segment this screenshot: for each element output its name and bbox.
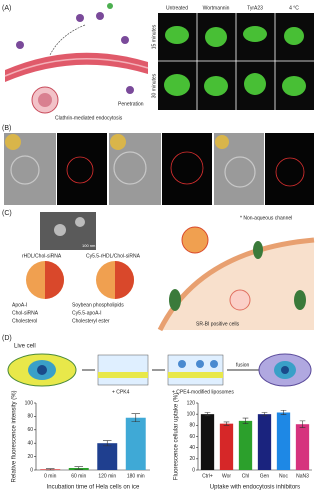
legend-entry: Cholesterol (12, 318, 37, 324)
y-tick-label: 40 (27, 441, 33, 447)
bar (238, 420, 253, 470)
schematic-label: Clathrin-mediated endocytosis (55, 115, 123, 121)
bar (200, 414, 215, 470)
y-tick-label: 20 (189, 456, 195, 462)
scale-bar-label: 100 nm (82, 243, 96, 248)
bar (295, 424, 310, 470)
y-axis-label: Fluorescence cellular uptake (%) (174, 393, 180, 480)
y-tick-label: 120 (187, 400, 196, 406)
error-bar (131, 413, 141, 423)
micrograph-grid (158, 13, 314, 110)
x-tick-label: Noc (279, 473, 288, 479)
particle-label: Cy5.5-rHDL/Chol-siRNA (86, 253, 141, 259)
x-tick-label: 60 min (71, 473, 86, 479)
x-axis-label: Incubation time of Hela cells on ice (47, 485, 140, 491)
legend-entry: Cholesteryl ester (72, 318, 110, 324)
x-tick-label: 180 min (127, 473, 145, 479)
y-tick-label: 0 (30, 467, 33, 473)
panel-label: (C) (2, 210, 12, 217)
fusion-schematic (7, 353, 312, 387)
tem-image (40, 212, 96, 250)
y-tick-label: 40 (189, 445, 195, 451)
bar (257, 414, 272, 470)
bar (219, 423, 234, 470)
y-tick-label: 80 (27, 414, 33, 420)
error-bar (242, 417, 249, 424)
x-tick-label: NaN3 (296, 473, 309, 479)
x-tick-label: 0 min (44, 473, 56, 479)
error-bar (223, 421, 230, 426)
particle-schematics (26, 261, 134, 299)
annotation: * Non-aqueous channel (240, 215, 292, 221)
column-header: Untreated (166, 5, 188, 11)
panel-title: Live cell (14, 344, 36, 350)
step-label: + CPE4-modified liposomes (172, 389, 234, 395)
error-bar (299, 420, 306, 428)
x-tick-label: Ctrl+ (202, 473, 213, 479)
legend-entry: ApoA-I (12, 302, 27, 308)
legend-entry: Cy5.5-apoA-I (72, 310, 101, 316)
y-axis-label: Relative fluorescence intensity (%) (12, 390, 18, 482)
x-tick-label: 120 min (98, 473, 116, 479)
column-header: 4 °C (289, 5, 299, 11)
particle-label: rHDL/Chol-siRNA (22, 253, 62, 259)
microscopy-images (4, 133, 314, 205)
legend-entry: Chol-siRNA (12, 310, 39, 316)
x-tick-label: Chl (242, 473, 250, 479)
x-tick-label: Gen (260, 473, 270, 479)
cell-schematic (157, 226, 315, 332)
error-bar (102, 440, 112, 447)
bar (125, 417, 146, 470)
y-tick-label: 60 (189, 434, 195, 440)
x-tick-label: Wor (222, 473, 231, 479)
bar (97, 443, 118, 470)
cell-label: SR-BI positive cells (196, 321, 240, 327)
membrane-schematic (4, 3, 149, 114)
fusion-label: fusion (236, 362, 250, 368)
row-label: 15 minutes (151, 24, 157, 49)
error-bar (280, 409, 287, 416)
schematic-label: Penetration (118, 101, 144, 107)
y-tick-label: 0 (192, 467, 195, 473)
y-tick-label: 80 (189, 423, 195, 429)
error-bar (261, 412, 268, 417)
y-tick-label: 100 (25, 400, 34, 406)
error-bar (204, 412, 211, 417)
error-bar (74, 466, 84, 470)
x-axis-label: Uptake with endocytosis inhibitors (210, 485, 300, 491)
row-label: 30 minutes (151, 73, 157, 98)
column-header: Wortmannin (203, 5, 230, 11)
panel-label: (B) (2, 125, 11, 132)
column-header: TyrA23 (247, 5, 263, 11)
y-tick-label: 100 (187, 411, 196, 417)
bar (276, 412, 291, 470)
legend-entry: Soybean phospholipids (72, 302, 124, 308)
panel-label: (D) (2, 335, 12, 342)
step-label: + CPK4 (112, 389, 130, 395)
y-tick-label: 20 (27, 454, 33, 460)
y-tick-label: 60 (27, 427, 33, 433)
panel-label: (A) (2, 5, 11, 12)
error-bar (45, 468, 55, 471)
